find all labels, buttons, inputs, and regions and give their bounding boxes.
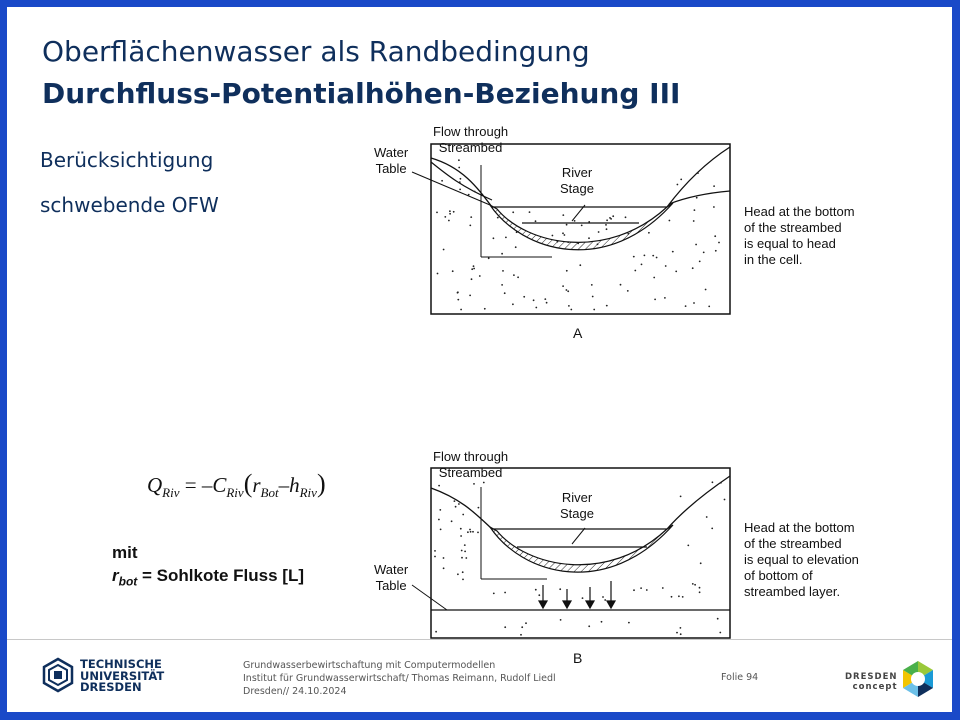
bullet-1: Berücksichtigung [40,148,214,172]
figure-b-water-table-label: Water Table [374,562,409,593]
figure-a-diagram [411,143,731,639]
dresden-concept-logo-icon [903,661,933,697]
slide-number: Folie 94 [721,672,759,683]
figure-b-caption: B [573,650,583,666]
formula-note: mit rbot = Sohlkote Fluss [L] [112,543,305,589]
figure-b-streambed [489,524,674,573]
tu-dresden-logo-text: TECHNISCHE UNIVERSITÄT DRESDEN [80,657,165,694]
figure-a-streambed [489,202,674,251]
figure-b-flow-arrows [537,581,617,610]
bullet-2: schwebende OFW [40,193,219,217]
tu-dresden-logo-icon [42,657,74,693]
formula: QRiv = –CRiv(rBot–hRiv) [147,469,326,501]
figure-a-river-stage-label: River Stage [560,165,594,196]
figure-a-caption: A [573,325,583,341]
title-line-1: Oberflächenwasser als Randbedingung [42,35,590,68]
footer-divider [7,639,952,640]
footer-info: Grundwasserbewirtschaftung mit Computerm… [243,660,556,697]
figure-a-water-table-label: Water Table [374,145,409,176]
dresden-concept-text: DRESDEN concept [845,672,898,692]
figure-b-flow-label: Flow through Streambed [433,449,509,480]
figure-b-river-stage-label: River Stage [560,490,594,521]
figure-b-description: Head at the bottom of the streambed is eq… [744,520,859,599]
title-line-2: Durchfluss-Potentialhöhen-Beziehung III [42,77,681,110]
slide: Oberflächenwasser als Randbedingung Durc… [7,7,952,712]
figure-a-flow-label: Flow through Streambed [433,124,509,155]
figure-a-description: Head at the bottom of the streambed is eq… [744,204,855,267]
